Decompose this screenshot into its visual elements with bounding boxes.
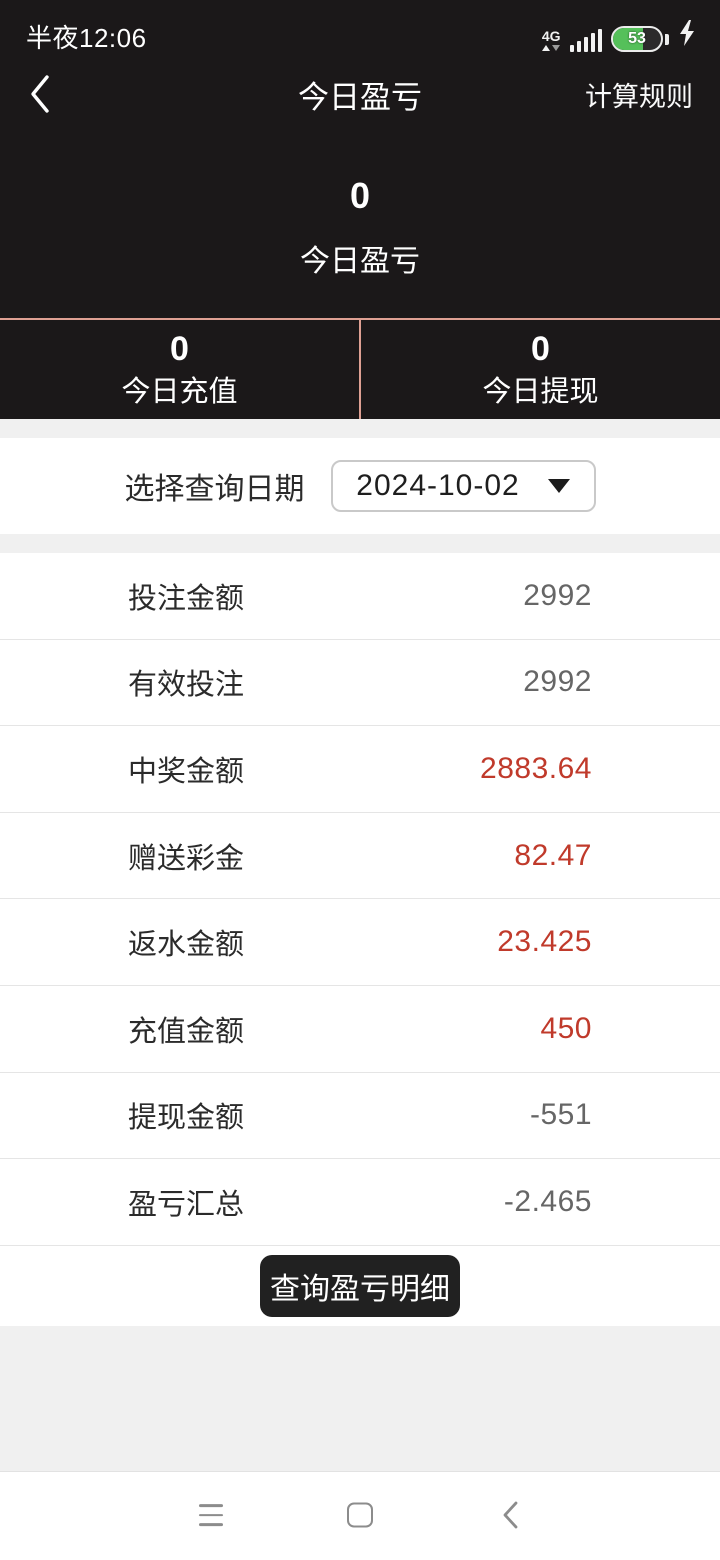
spacer-strip bbox=[0, 419, 720, 438]
chevron-down-icon bbox=[547, 479, 570, 493]
nav-home-button[interactable] bbox=[347, 1502, 373, 1528]
date-select[interactable]: 2024-10-02 bbox=[330, 460, 596, 512]
summary-columns: 0 今日充值 0 今日提现 bbox=[0, 318, 720, 419]
page-title: 今日盈亏 bbox=[298, 79, 422, 115]
row-label: 有效投注 bbox=[128, 669, 245, 702]
today-deposit-value: 0 bbox=[170, 330, 189, 368]
table-row: 充值金额 450 bbox=[0, 986, 720, 1073]
today-deposit-cell: 0 今日充值 bbox=[0, 320, 359, 419]
clock: 半夜12:06 bbox=[26, 22, 147, 53]
date-picker-label: 选择查询日期 bbox=[124, 473, 305, 506]
status-icons: 4G 53 bbox=[542, 20, 696, 52]
row-value: -2.465 bbox=[503, 1184, 592, 1218]
table-row: 有效投注 2992 bbox=[0, 640, 720, 727]
spacer-strip bbox=[0, 534, 720, 553]
nav-back-button[interactable] bbox=[501, 1500, 519, 1530]
table-row: 投注金额 2992 bbox=[0, 553, 720, 640]
row-label: 投注金额 bbox=[128, 582, 245, 615]
row-label: 提现金额 bbox=[128, 1102, 245, 1135]
table-row: 盈亏汇总 -2.465 bbox=[0, 1159, 720, 1246]
charging-bolt-icon bbox=[678, 20, 696, 51]
table-row: 中奖金额 2883.64 bbox=[0, 726, 720, 813]
table-row: 返水金额 23.425 bbox=[0, 899, 720, 986]
back-button[interactable] bbox=[28, 74, 52, 114]
network-type-icon: 4G bbox=[542, 29, 561, 51]
row-label: 充值金额 bbox=[128, 1015, 245, 1048]
bottom-spacer bbox=[0, 1325, 720, 1472]
battery-icon: 53 bbox=[611, 26, 669, 52]
row-value: 450 bbox=[540, 1011, 592, 1045]
battery-percent: 53 bbox=[628, 30, 646, 47]
today-withdraw-cell: 0 今日提现 bbox=[359, 320, 720, 419]
signal-strength-icon bbox=[569, 28, 602, 52]
nav-menu-button[interactable] bbox=[199, 1504, 223, 1527]
detail-list: 投注金额 2992 有效投注 2992 中奖金额 2883.64 赠送彩金 82… bbox=[0, 553, 720, 1246]
row-value: 2992 bbox=[523, 665, 592, 699]
row-label: 赠送彩金 bbox=[128, 842, 245, 875]
today-withdraw-label: 今日提现 bbox=[482, 376, 599, 408]
button-row: 查询盈亏明细 bbox=[0, 1245, 720, 1326]
header-section: 半夜12:06 4G 53 bbox=[0, 0, 720, 419]
battery-fill bbox=[613, 28, 643, 50]
row-value: 2883.64 bbox=[480, 751, 592, 785]
today-withdraw-value: 0 bbox=[531, 330, 550, 368]
chevron-left-icon bbox=[503, 1501, 518, 1529]
today-profit-label: 今日盈亏 bbox=[300, 245, 420, 278]
today-deposit-label: 今日充值 bbox=[121, 376, 238, 408]
table-row: 赠送彩金 82.47 bbox=[0, 813, 720, 900]
today-profit-value: 0 bbox=[349, 175, 371, 216]
today-profit-summary: 0 今日盈亏 bbox=[0, 178, 720, 280]
row-label: 中奖金额 bbox=[128, 755, 245, 788]
row-value: 23.425 bbox=[497, 925, 592, 959]
date-picker-row: 选择查询日期 2024-10-02 bbox=[0, 438, 720, 534]
system-nav-bar bbox=[0, 1471, 720, 1559]
query-detail-button[interactable]: 查询盈亏明细 bbox=[260, 1254, 460, 1317]
date-select-value: 2024-10-02 bbox=[356, 469, 520, 502]
table-row: 提现金额 -551 bbox=[0, 1073, 720, 1160]
row-value: 82.47 bbox=[514, 838, 592, 872]
chevron-left-icon bbox=[31, 75, 49, 113]
calc-rules-link[interactable]: 计算规则 bbox=[585, 81, 693, 112]
row-label: 返水金额 bbox=[128, 929, 245, 962]
app-bar: 今日盈亏 计算规则 bbox=[0, 62, 720, 126]
status-bar: 半夜12:06 4G 53 bbox=[0, 0, 720, 62]
row-value: 2992 bbox=[523, 578, 592, 612]
row-label: 盈亏汇总 bbox=[128, 1188, 245, 1221]
data-arrows-icon bbox=[542, 45, 561, 51]
row-value: -551 bbox=[529, 1098, 592, 1132]
